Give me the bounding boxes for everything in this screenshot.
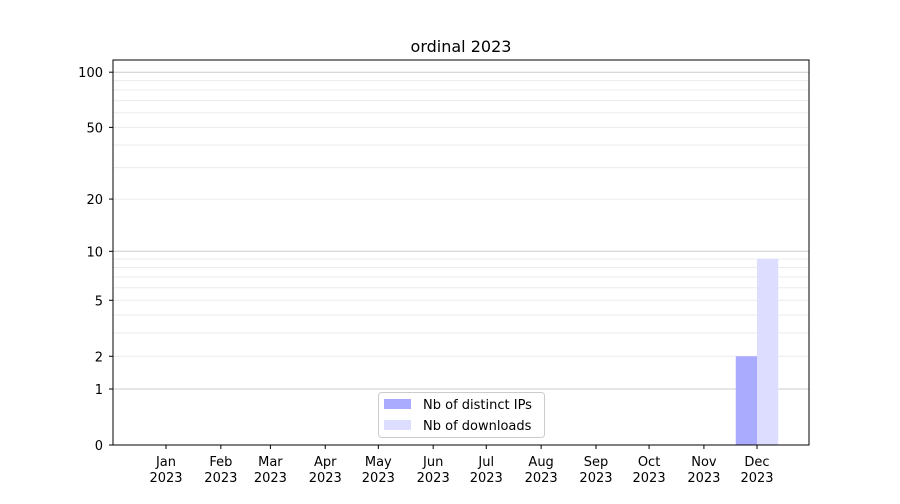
x-tick-label: May 2023 [362,455,395,486]
chart-title: ordinal 2023 [411,37,512,56]
y-tick-label: 1 [95,383,103,398]
y-tick-label: 50 [86,121,103,136]
x-tick-label: Oct 2023 [633,455,666,486]
bar-downloads [757,259,779,445]
y-tick-label: 2 [95,350,103,365]
y-tick-label: 0 [95,439,103,454]
y-tick-label: 20 [86,193,103,208]
x-tick-label: Feb 2023 [204,455,237,486]
x-tick-label: Mar 2023 [254,455,287,486]
x-tick-label: Nov 2023 [687,455,720,486]
x-tick-label: Apr 2023 [309,455,342,486]
plot-frame [112,59,810,446]
legend: Nb of distinct IPs Nb of downloads [378,392,545,438]
bar-distinct-ips [735,356,757,445]
legend-label: Nb of downloads [423,419,532,434]
x-tick-label: Jan 2023 [149,455,182,486]
x-tick-label: Dec 2023 [740,455,773,486]
y-tick-label: 100 [78,66,103,81]
legend-swatch [384,420,411,430]
legend-box [378,392,545,438]
x-tick-label: Jun 2023 [417,455,450,486]
legend-label: Nb of distinct IPs [423,398,532,413]
x-tick-label: Sep 2023 [579,455,612,486]
y-tick-label: 10 [86,245,103,260]
x-tick-label: Aug 2023 [525,455,558,486]
legend-swatch [384,399,411,409]
y-tick-label: 5 [95,294,103,309]
x-tick-label: Jul 2023 [470,455,503,486]
